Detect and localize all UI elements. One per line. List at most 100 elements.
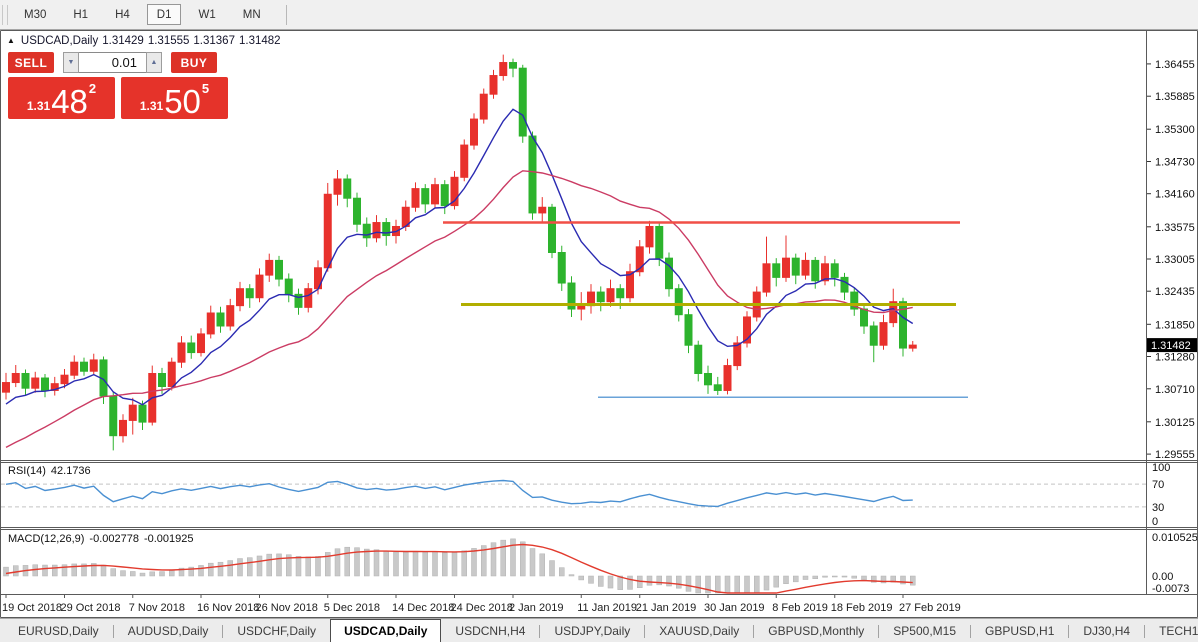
date-tick-label: 19 Oct 2018	[2, 602, 62, 614]
date-tick-label: 29 Oct 2018	[61, 602, 121, 614]
macd-bar	[841, 575, 848, 578]
chart-tab-bar: EURUSD,Daily AUDUSD,Daily USDCHF,Daily USDC…	[0, 618, 1198, 642]
candle-down	[791, 257, 800, 276]
macd-bar	[676, 575, 682, 589]
macd-bar	[793, 575, 799, 583]
tab-divider	[753, 624, 755, 638]
candle-down	[353, 197, 361, 225]
macd-bar	[617, 575, 623, 590]
macd-bar	[900, 575, 906, 585]
candle-up	[304, 288, 313, 308]
chart-tab-usdcad[interactable]: USDCAD,Daily	[330, 618, 442, 642]
volume-input[interactable]	[79, 52, 146, 73]
chart-window: 1.36455 1.35885 1.35300 1.34730 1.34160 1.335…	[0, 30, 1198, 618]
macd-bar	[510, 538, 516, 577]
candle-down	[674, 288, 683, 316]
chart-tab-eurusd[interactable]: EURUSD,Daily	[18, 624, 99, 638]
candle-up	[479, 93, 488, 120]
chart-tab-usdchf[interactable]: USDCHF,Daily	[237, 624, 317, 638]
macd-bar	[588, 575, 594, 584]
candles-layer	[2, 54, 917, 451]
macd-bar	[276, 553, 282, 577]
candle-up	[908, 344, 917, 349]
date-tick-label: 7 Nov 2018	[129, 602, 185, 614]
macd-bar	[734, 575, 740, 594]
chart-tab-gbpusd[interactable]: GBPUSD,H1	[985, 624, 1055, 638]
macd-bar	[169, 569, 175, 577]
macd-bar	[529, 548, 536, 577]
candle-down	[187, 342, 196, 354]
macd-signal-line	[5, 543, 913, 594]
chart-tab-sp500[interactable]: SP500,M15	[893, 624, 957, 638]
chart-tab-usdjpy[interactable]: USDJPY,Daily	[554, 624, 631, 638]
macd-scale-label: 0.010525	[1152, 532, 1198, 544]
macd-bar	[13, 565, 19, 577]
chart-tab-dj30[interactable]: DJ30,H4	[1083, 624, 1131, 638]
sell-price-display[interactable]: 1.31 48 2	[8, 77, 115, 119]
buy-button[interactable]: BUY	[171, 52, 217, 73]
candle-up	[2, 382, 10, 393]
candle-up	[372, 222, 381, 239]
candle-down	[557, 252, 566, 284]
timeframe-button-w1[interactable]: W1	[188, 4, 225, 25]
candle-up	[206, 312, 215, 335]
price-axis[interactable]: 1.36455 1.35885 1.35300 1.34730 1.34160 1.335…	[1146, 59, 1195, 461]
candle-up	[743, 316, 751, 344]
macd-bar	[910, 575, 916, 586]
candle-down	[440, 184, 449, 207]
tab-divider	[1068, 624, 1070, 638]
chart-tab-audusd[interactable]: AUDUSD,Daily	[127, 624, 209, 638]
price-tick-label: 1.33005	[1155, 254, 1195, 266]
candle-up	[538, 206, 547, 214]
candle-up	[460, 144, 469, 178]
candle-up	[879, 322, 888, 346]
one-click-trading-panel: SELL ▼ ▲ BUY 1.31 48 2 1.31 50 5	[8, 52, 232, 119]
macd-bar	[71, 563, 77, 577]
sell-button[interactable]: SELL	[8, 52, 54, 73]
timeframe-button-h1[interactable]: H1	[63, 4, 98, 25]
chart-tab-usdcnh[interactable]: USDCNH,H4	[455, 624, 526, 638]
candle-up	[499, 62, 508, 77]
macd-bar	[403, 551, 409, 577]
candle-down	[548, 206, 556, 254]
timeframe-button-mn[interactable]: MN	[233, 4, 271, 25]
macd-bar	[422, 551, 428, 577]
macd-bar	[305, 556, 311, 577]
macd-bar	[61, 564, 68, 577]
volume-increase-button[interactable]: ▲	[146, 52, 162, 73]
price-tick-label: 1.36455	[1155, 59, 1195, 71]
macd-bar	[393, 551, 399, 577]
rsi-scale-label: 30	[1152, 502, 1164, 514]
candle-up	[167, 361, 176, 387]
tab-divider	[1144, 624, 1146, 638]
candle-down	[80, 361, 88, 372]
candle-down	[811, 259, 820, 282]
buy-price-display[interactable]: 1.31 50 5	[121, 77, 228, 119]
current-price-tag: 1.31482	[1146, 338, 1198, 353]
macd-scale-label: 0.00	[1152, 571, 1173, 583]
macd-bar	[383, 550, 389, 577]
chart-tab-gbpusd[interactable]: GBPUSD,Monthly	[768, 624, 865, 638]
candle-down	[772, 263, 781, 278]
toolbar-grip-handle[interactable]	[2, 4, 8, 25]
candle-up	[255, 274, 264, 299]
tab-divider	[539, 624, 541, 638]
volume-decrease-button[interactable]: ▼	[63, 52, 79, 73]
candle-up	[226, 305, 235, 327]
chart-tab-tech100[interactable]: TECH100,H1	[1159, 624, 1198, 638]
price-chart-canvas[interactable]: 1.36455 1.35885 1.35300 1.34730 1.34160 1.335…	[0, 30, 1198, 618]
candle-up	[450, 176, 459, 207]
timeframe-button-m30[interactable]: M30	[14, 4, 56, 25]
candle-up	[431, 184, 439, 205]
candle-up	[60, 374, 69, 385]
candle-down	[158, 372, 166, 387]
ma-fast-line	[5, 108, 914, 406]
chart-tab-xauusd[interactable]: XAUUSD,Daily	[659, 624, 740, 638]
candle-down	[216, 312, 225, 327]
macd-bar	[773, 575, 779, 588]
timeframe-button-d1[interactable]: D1	[146, 4, 182, 25]
macd-bar	[432, 551, 438, 577]
timeframe-button-h4[interactable]: H4	[105, 4, 140, 25]
macd-scale-label: -0.0073	[1152, 583, 1189, 595]
